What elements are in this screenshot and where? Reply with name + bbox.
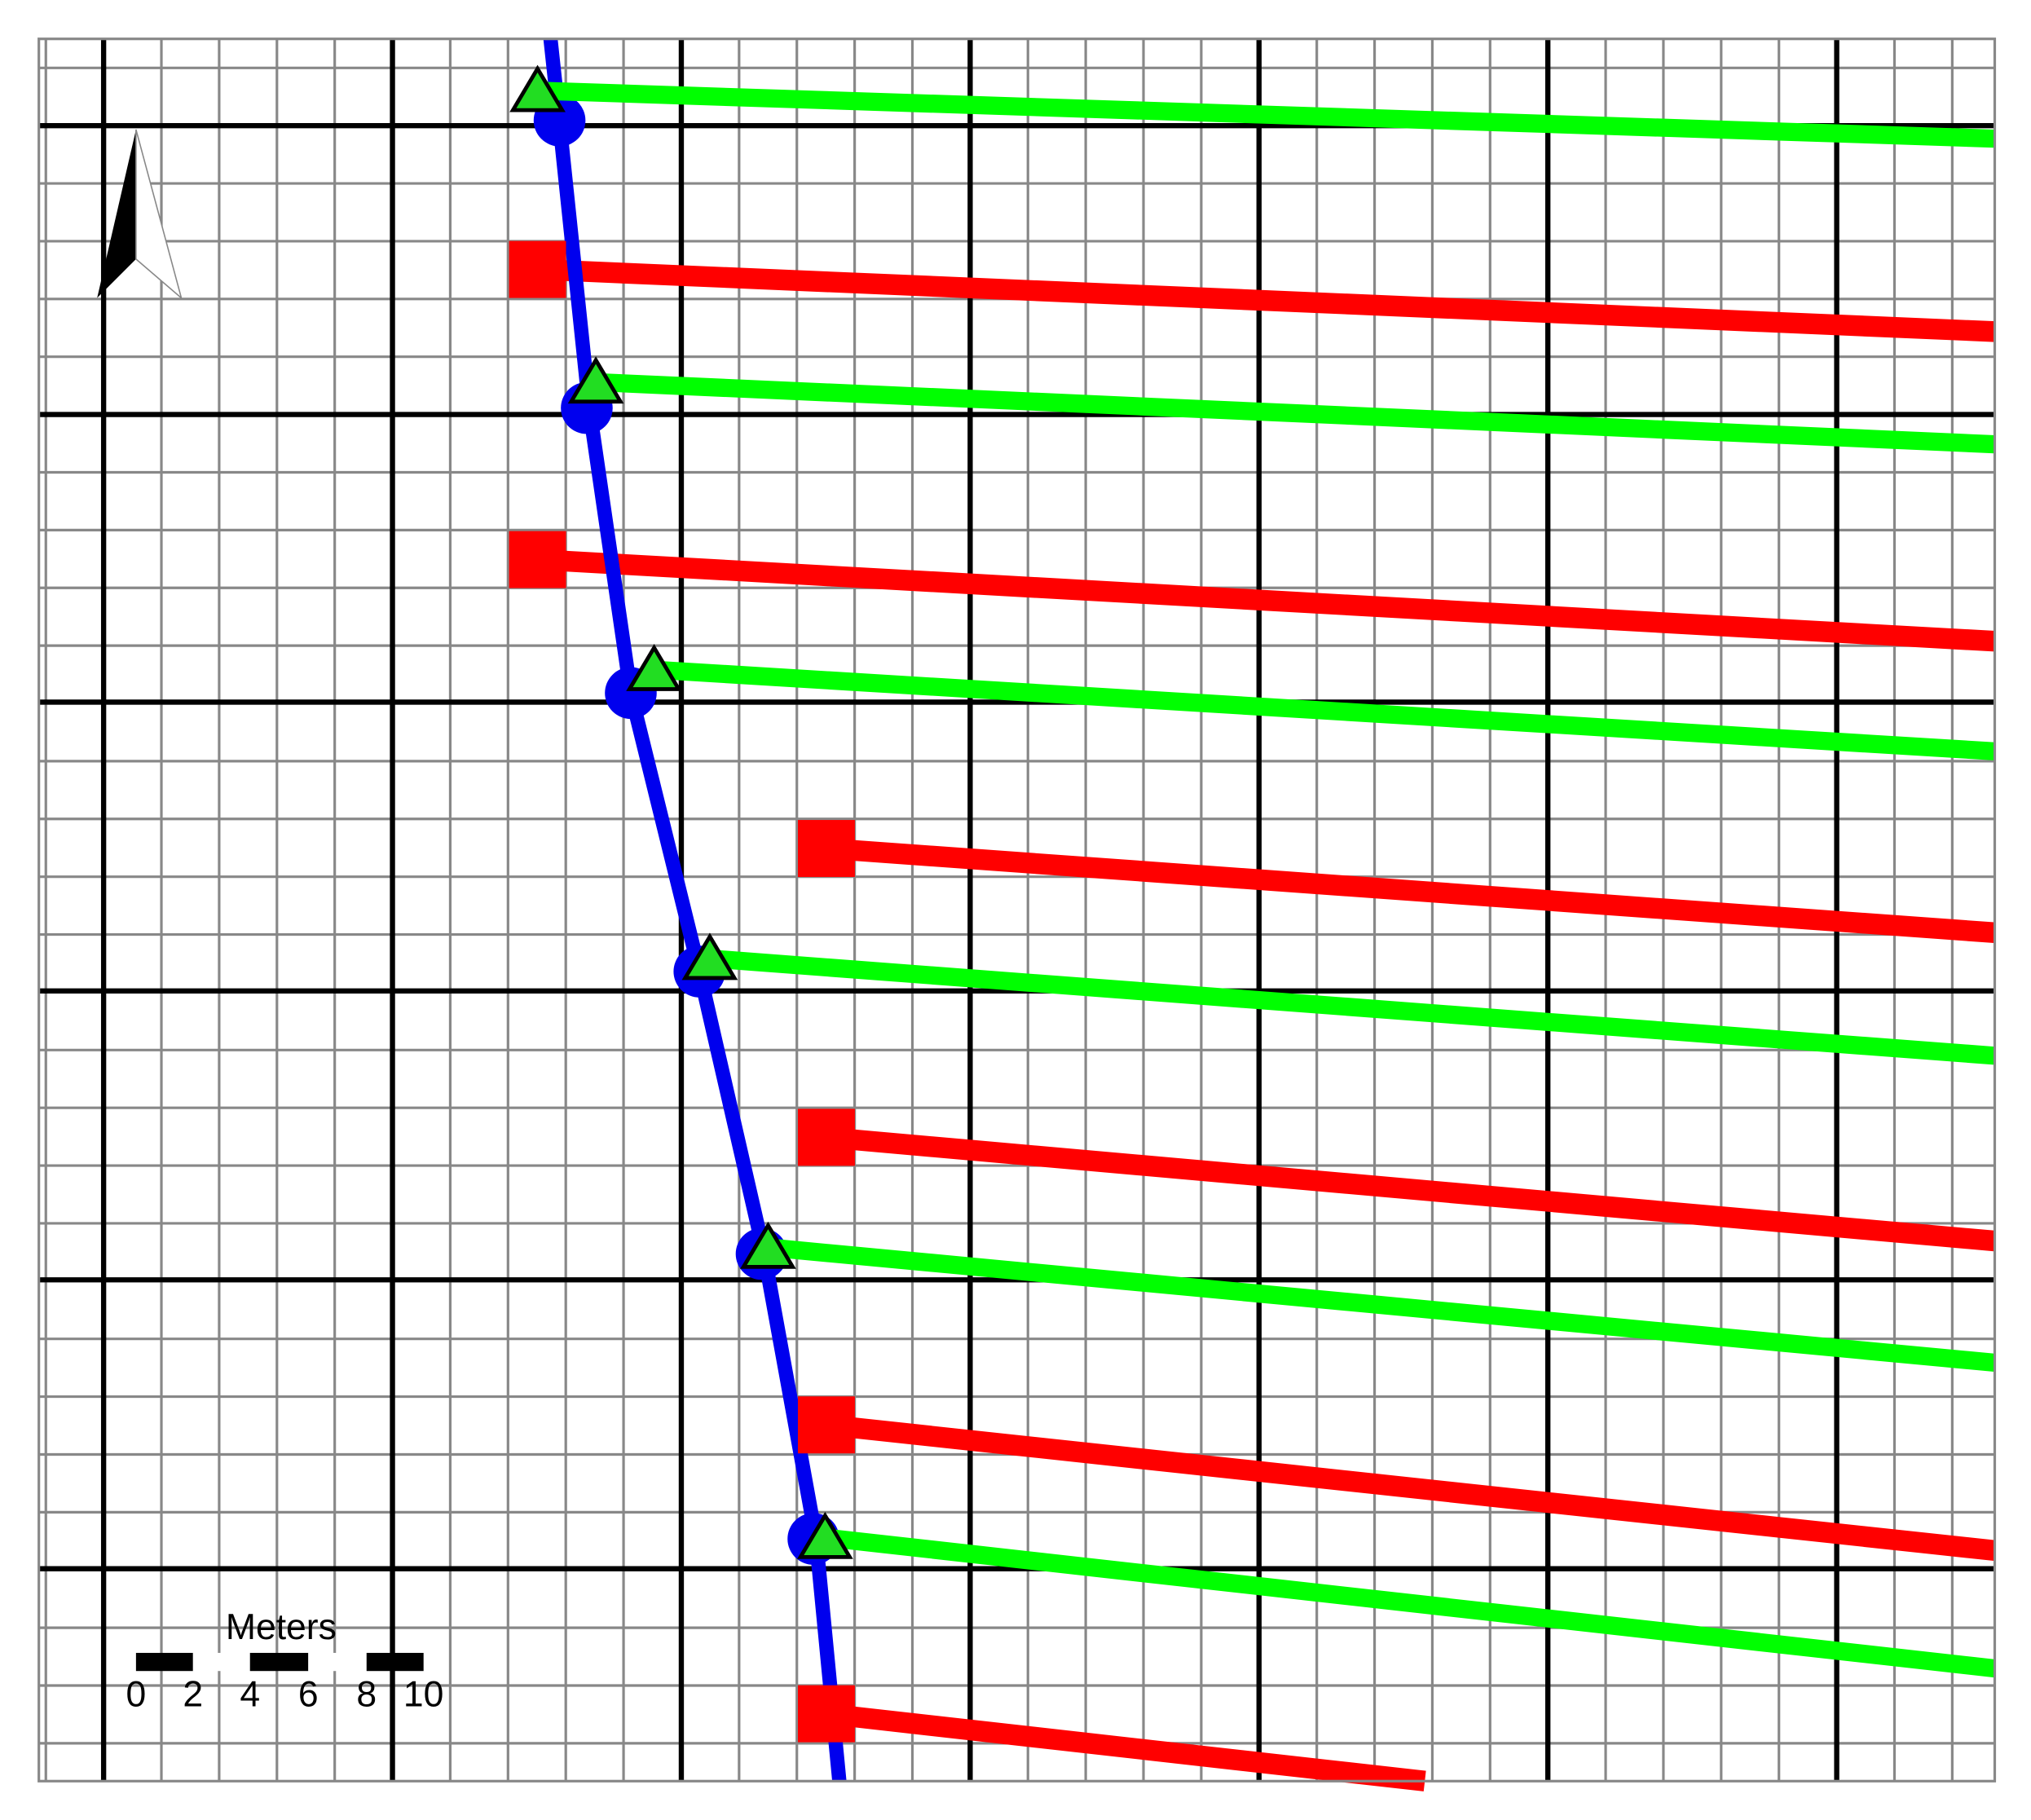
red-square <box>798 1108 855 1166</box>
scale-segment <box>135 1652 193 1672</box>
scale-title: Meters <box>226 1607 337 1647</box>
scale-label: 0 <box>126 1675 146 1715</box>
green-triangle <box>740 1221 796 1269</box>
green-line <box>709 950 1996 1065</box>
red-line <box>825 1126 1996 1252</box>
red-square <box>509 240 566 298</box>
green-triangle <box>796 1511 853 1559</box>
green-line <box>767 1238 1996 1373</box>
north-arrow-right <box>135 129 183 300</box>
scale-label: 2 <box>183 1675 203 1715</box>
green-line <box>653 660 1996 760</box>
scale-label: 6 <box>298 1675 319 1715</box>
map-frame <box>37 37 1997 1783</box>
red-square <box>798 1396 855 1454</box>
blue-line <box>543 37 847 1783</box>
red-line <box>537 258 1996 342</box>
scale-segment <box>308 1652 367 1672</box>
red-square <box>798 1685 855 1743</box>
red-line <box>825 1414 1996 1562</box>
red-line <box>826 838 1996 943</box>
green-line <box>595 372 1995 454</box>
red-square <box>509 531 566 588</box>
green-line <box>537 82 1995 148</box>
green-triangle <box>626 644 682 691</box>
features <box>509 37 1996 1791</box>
green-triangle <box>509 64 566 112</box>
red-square <box>798 820 855 877</box>
green-line <box>824 1528 1996 1678</box>
red-line <box>825 1703 1426 1791</box>
green-triangle <box>567 356 624 404</box>
scale-segment <box>249 1652 309 1672</box>
scale-segment <box>192 1652 250 1672</box>
scale-segment <box>366 1652 424 1672</box>
scale-label: 4 <box>240 1675 260 1715</box>
red-line <box>536 549 1996 652</box>
green-triangle <box>681 932 738 981</box>
scale-bar: Meters 0 2 4 6 8 10 <box>126 1607 443 1715</box>
scale-label: 10 <box>403 1675 443 1715</box>
scale-label: 8 <box>356 1675 377 1715</box>
